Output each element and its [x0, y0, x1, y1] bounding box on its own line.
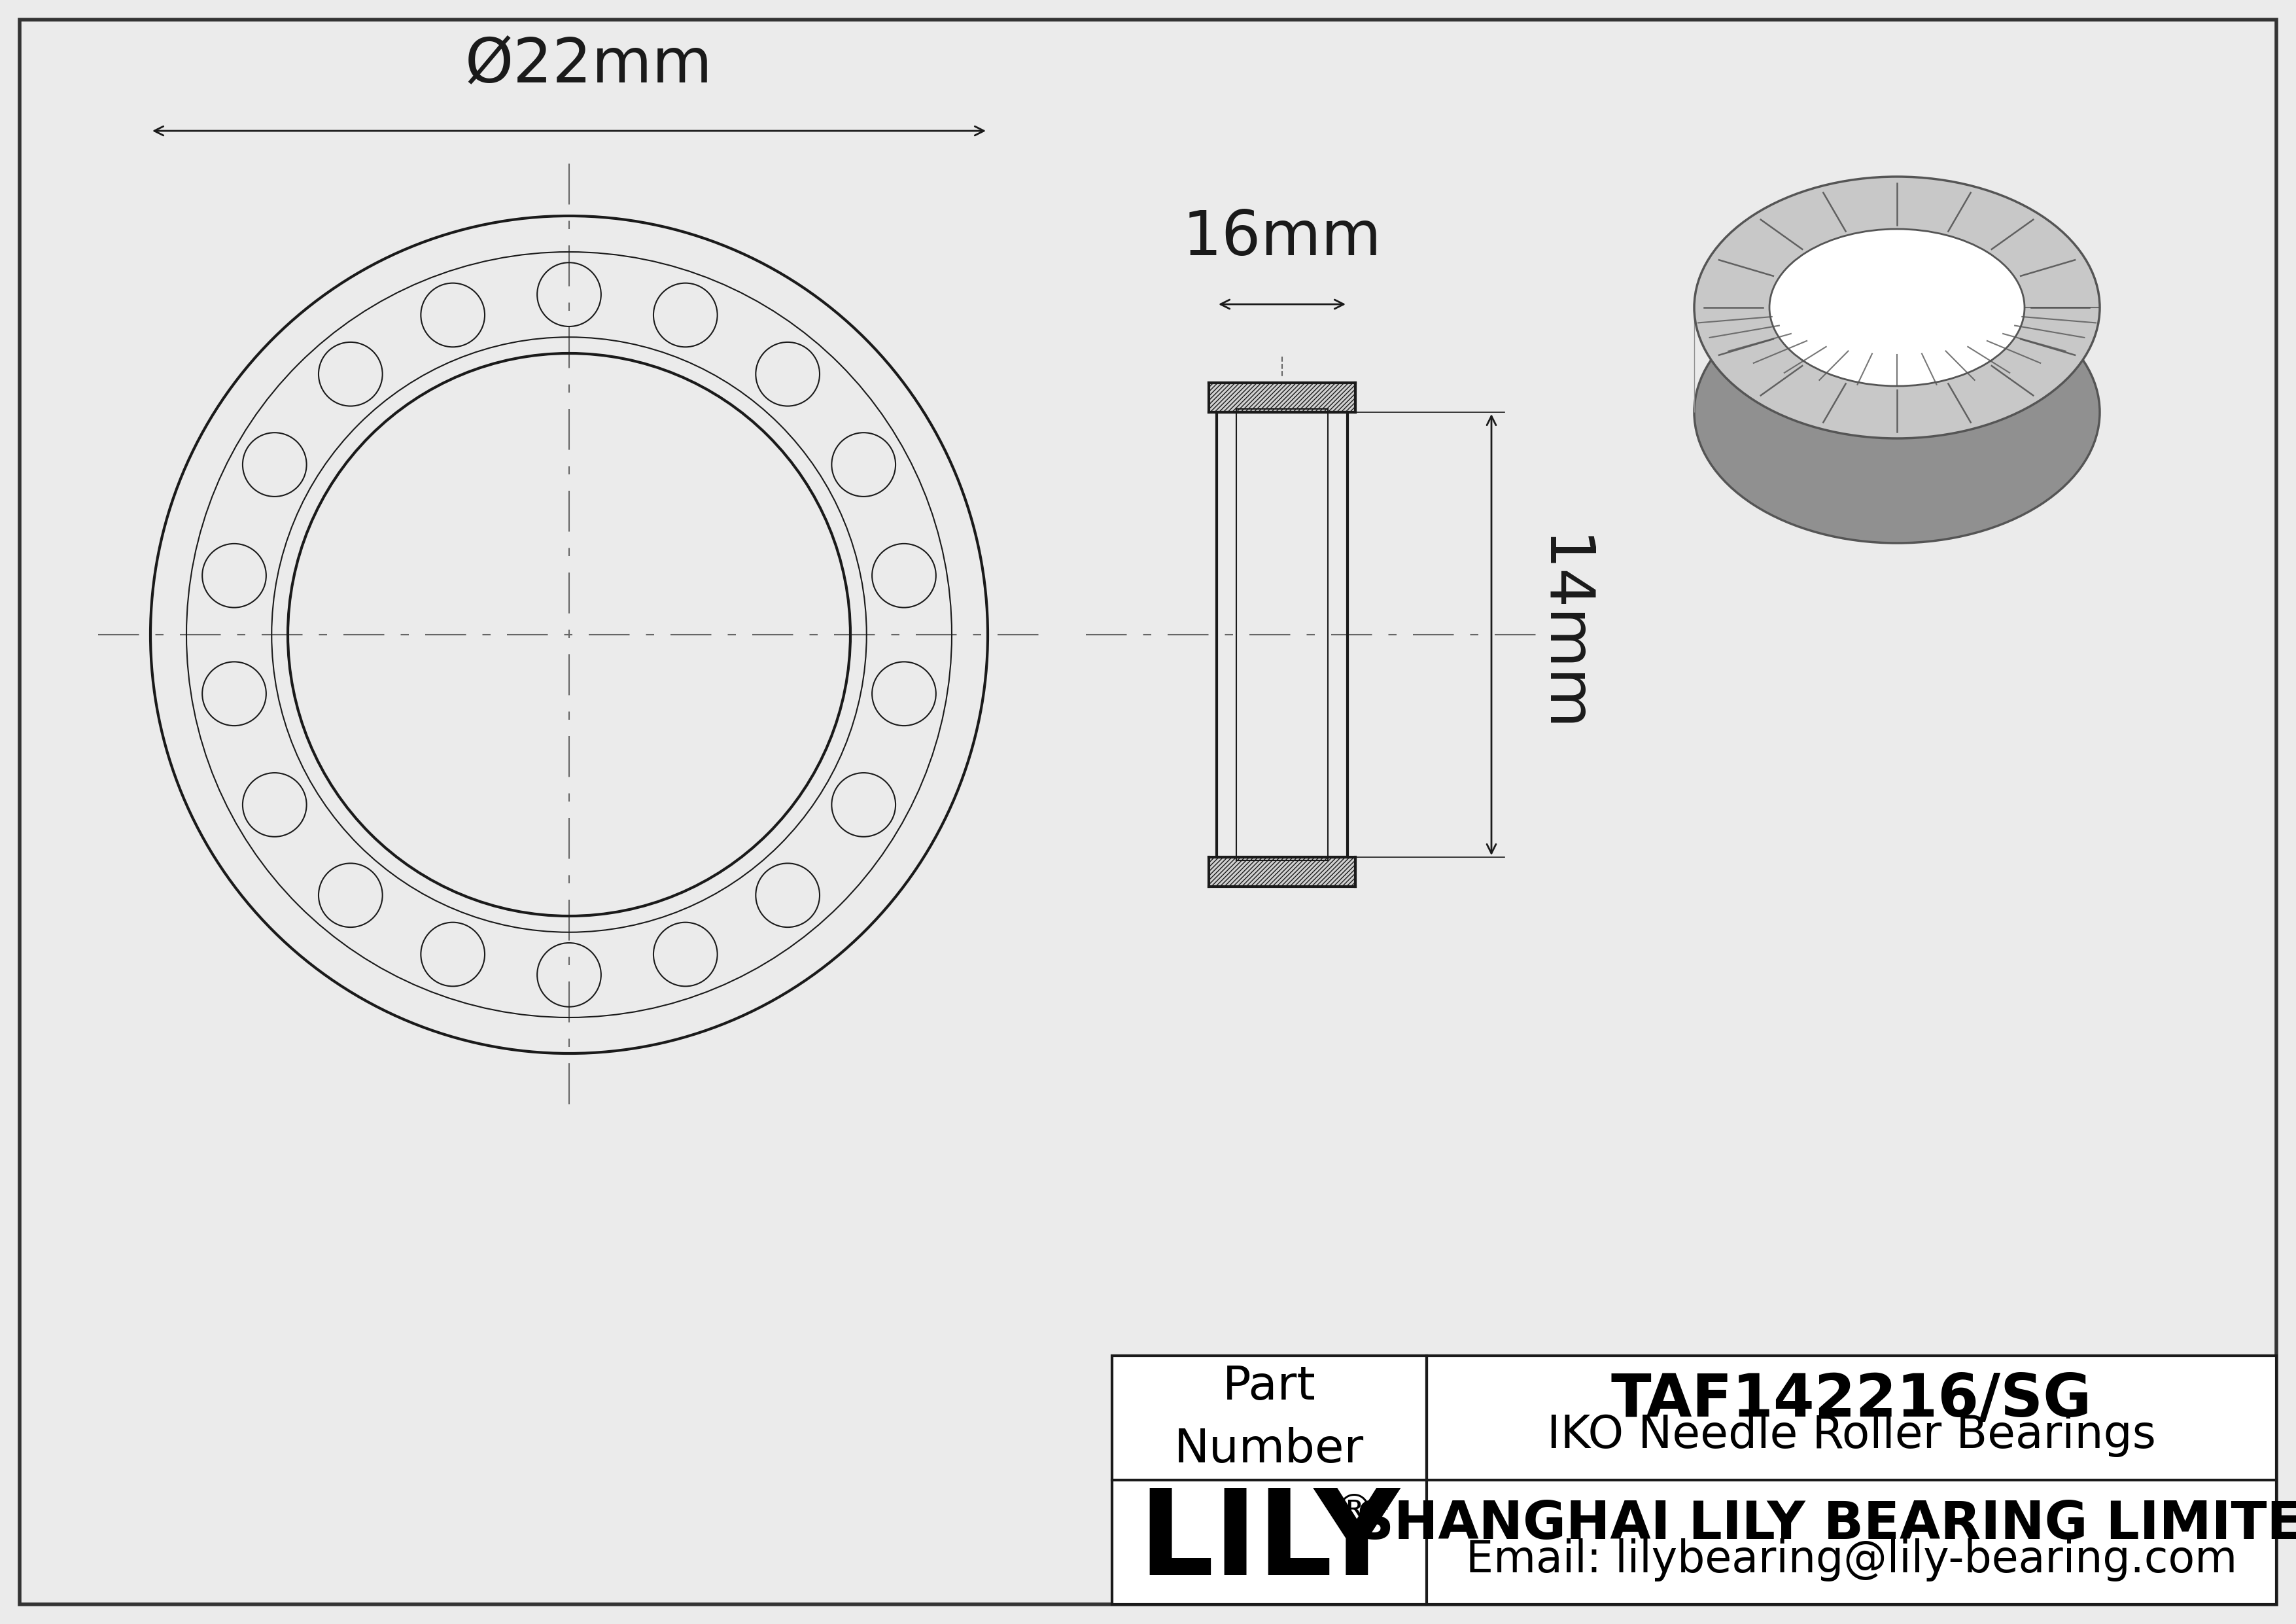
Bar — [1208, 383, 1355, 412]
Ellipse shape — [1694, 281, 2101, 542]
Text: SHANGHAI LILY BEARING LIMITED: SHANGHAI LILY BEARING LIMITED — [1357, 1499, 2296, 1551]
Text: Ø22mm: Ø22mm — [464, 34, 712, 94]
Text: 14mm: 14mm — [1531, 534, 1591, 734]
Ellipse shape — [1694, 177, 2101, 438]
Text: LILY: LILY — [1139, 1484, 1401, 1600]
Ellipse shape — [1770, 229, 2025, 387]
Text: 16mm: 16mm — [1182, 208, 1382, 268]
Bar — [1208, 857, 1355, 887]
Text: Part
Number: Part Number — [1173, 1364, 1364, 1471]
Text: IKO Needle Roller Bearings: IKO Needle Roller Bearings — [1548, 1413, 2156, 1457]
Bar — [1217, 412, 1348, 857]
Text: Email: lilybearing@lily-bearing.com: Email: lilybearing@lily-bearing.com — [1465, 1538, 2236, 1582]
Text: ®: ® — [1334, 1492, 1375, 1531]
Text: TAF142216/SG: TAF142216/SG — [1612, 1372, 2092, 1429]
Bar — [1111, 1356, 2275, 1605]
